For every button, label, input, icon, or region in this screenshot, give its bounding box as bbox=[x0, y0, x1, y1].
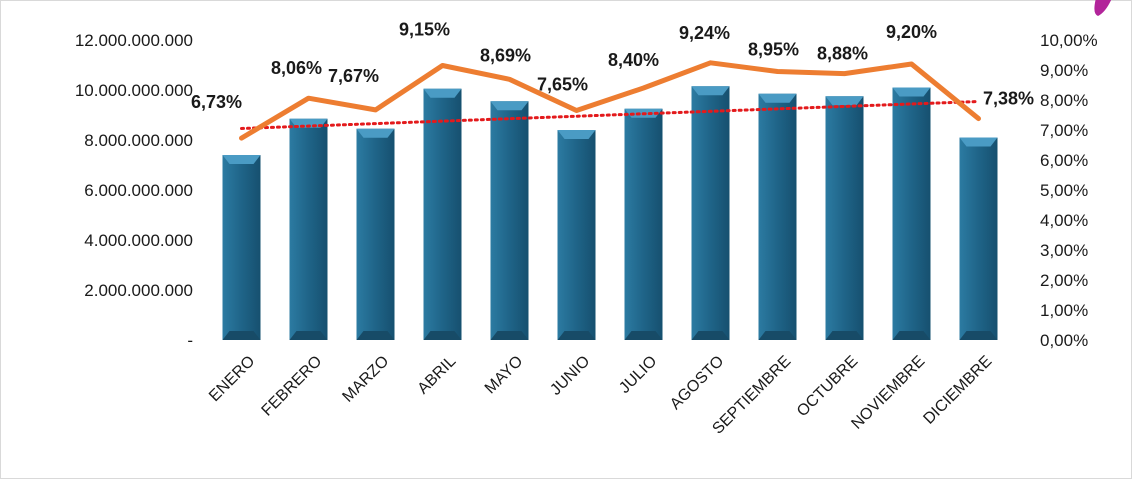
data-label-diciembre: 7,38% bbox=[983, 89, 1034, 109]
bar-bottom-bevel bbox=[691, 331, 730, 340]
data-label-abril: 9,15% bbox=[399, 20, 450, 40]
bar-body bbox=[356, 128, 395, 340]
data-label-febrero: 8,06% bbox=[271, 58, 322, 78]
bar-top-bevel bbox=[691, 86, 730, 96]
bar-body bbox=[557, 130, 596, 340]
left-axis: - 2.000.000.000 4.000.000.000 6.000.000.000… bbox=[75, 31, 193, 350]
category-label-enero: ENERO bbox=[206, 353, 258, 405]
bar-septiembre bbox=[758, 93, 797, 340]
bar-bottom-bevel bbox=[490, 331, 529, 340]
left-tick-label: 2.000.000.000 bbox=[84, 281, 193, 300]
bar-body bbox=[758, 93, 797, 340]
bar-mayo bbox=[490, 101, 529, 340]
bar-top-bevel bbox=[557, 130, 596, 139]
data-label-junio: 7,65% bbox=[537, 75, 588, 95]
category-axis: ENERO FEBRERO MARZO ABRIL MAYO JUNIO JULIO AGOS… bbox=[206, 353, 995, 438]
bar-body bbox=[892, 87, 931, 340]
right-tick-label: 5,00% bbox=[1040, 181, 1088, 200]
bar-top-bevel bbox=[758, 93, 797, 103]
category-label-abril: ABRIL bbox=[415, 353, 460, 398]
bar-bottom-bevel bbox=[758, 331, 797, 340]
category-label-marzo: MARZO bbox=[339, 353, 392, 406]
bar-bottom-bevel bbox=[356, 331, 395, 340]
bar-julio bbox=[624, 108, 663, 340]
bar-febrero bbox=[289, 118, 328, 340]
bar-bottom-bevel bbox=[222, 331, 261, 340]
bars-layer bbox=[222, 86, 998, 340]
bar-abril bbox=[423, 88, 462, 340]
bar-bottom-bevel bbox=[892, 331, 931, 340]
line-layer bbox=[239, 60, 981, 141]
category-label-agosto: AGOSTO bbox=[667, 353, 727, 413]
category-label-diciembre: DICIEMBRE bbox=[920, 353, 995, 428]
bar-body bbox=[959, 137, 998, 340]
left-tick-label: 6.000.000.000 bbox=[84, 181, 193, 200]
bar-octubre bbox=[825, 96, 864, 340]
bar-body bbox=[624, 108, 663, 340]
bar-bottom-bevel bbox=[624, 331, 663, 340]
right-tick-label: 6,00% bbox=[1040, 151, 1088, 170]
left-tick-label: 8.000.000.000 bbox=[84, 131, 193, 150]
right-tick-label: 2,00% bbox=[1040, 271, 1088, 290]
bar-agosto bbox=[691, 86, 730, 340]
right-tick-label: 8,00% bbox=[1040, 91, 1088, 110]
data-label-septiembre: 8,95% bbox=[748, 40, 799, 60]
right-tick-label: 10,00% bbox=[1040, 31, 1098, 50]
bar-top-bevel bbox=[423, 88, 462, 98]
data-label-marzo: 7,67% bbox=[328, 66, 379, 86]
right-tick-label: 7,00% bbox=[1040, 121, 1088, 140]
right-tick-label: 1,00% bbox=[1040, 301, 1088, 320]
bar-enero bbox=[222, 155, 261, 340]
category-label-octubre: OCTUBRE bbox=[794, 353, 861, 420]
right-tick-label: 4,00% bbox=[1040, 211, 1088, 230]
bar-marzo bbox=[356, 128, 395, 340]
data-label-agosto: 9,24% bbox=[679, 23, 730, 43]
bar-noviembre bbox=[892, 87, 931, 340]
category-label-junio: JUNIO bbox=[547, 353, 593, 399]
trendline bbox=[240, 100, 980, 130]
bar-top-bevel bbox=[959, 137, 998, 147]
bar-bottom-bevel bbox=[959, 331, 998, 340]
bar-bottom-bevel bbox=[557, 331, 596, 340]
data-label-julio: 8,40% bbox=[608, 50, 659, 70]
right-tick-label: 3,00% bbox=[1040, 241, 1088, 260]
right-tick-label: 9,00% bbox=[1040, 61, 1088, 80]
bar-diciembre bbox=[959, 137, 998, 340]
trendline-layer bbox=[240, 100, 980, 130]
bar-top-bevel bbox=[825, 96, 864, 106]
left-tick-label: - bbox=[187, 331, 193, 350]
data-labels-layer: 6,73% 8,06% 7,67% 9,15% 8,69% 7,65% 8,40% 9,24%… bbox=[191, 20, 1034, 113]
bar-bottom-bevel bbox=[289, 331, 328, 340]
percent-line bbox=[239, 60, 981, 141]
bar-top-bevel bbox=[490, 101, 529, 111]
bar-body bbox=[222, 155, 261, 340]
left-tick-label: 12.000.000.000 bbox=[75, 31, 193, 50]
bar-bottom-bevel bbox=[825, 331, 864, 340]
category-label-mayo: MAYO bbox=[482, 353, 527, 398]
category-label-julio: JULIO bbox=[616, 353, 660, 397]
data-label-octubre: 8,88% bbox=[817, 44, 868, 64]
data-label-noviembre: 9,20% bbox=[886, 22, 937, 42]
bar-body bbox=[825, 96, 864, 340]
data-label-enero: 6,73% bbox=[191, 92, 242, 112]
bar-body bbox=[289, 118, 328, 340]
bar-junio bbox=[557, 130, 596, 340]
category-label-febrero: FEBRERO bbox=[259, 353, 326, 420]
bar-top-bevel bbox=[892, 87, 931, 97]
left-tick-label: 4.000.000.000 bbox=[84, 231, 193, 250]
bar-body bbox=[490, 101, 529, 340]
bar-top-bevel bbox=[222, 155, 261, 164]
bar-body bbox=[691, 86, 730, 340]
right-axis: 0,00% 1,00% 2,00% 3,00% 4,00% 5,00% 6,00% 7,00%… bbox=[1040, 31, 1098, 350]
bar-body bbox=[423, 88, 462, 340]
right-tick-label: 0,00% bbox=[1040, 331, 1088, 350]
bar-bottom-bevel bbox=[423, 331, 462, 340]
bar-top-bevel bbox=[356, 128, 395, 138]
left-tick-label: 10.000.000.000 bbox=[75, 81, 193, 100]
data-label-mayo: 8,69% bbox=[480, 45, 531, 65]
